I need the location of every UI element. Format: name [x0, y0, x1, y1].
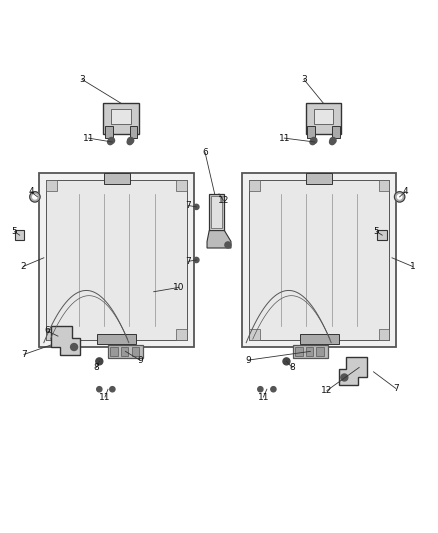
Text: 1: 1 — [410, 262, 416, 271]
Text: 11: 11 — [99, 393, 111, 401]
Text: 8: 8 — [289, 363, 295, 372]
Text: 7: 7 — [186, 201, 191, 210]
Text: 4: 4 — [403, 187, 408, 196]
FancyBboxPatch shape — [39, 173, 194, 347]
Bar — [300, 334, 339, 344]
Text: 10: 10 — [173, 283, 185, 292]
Text: 5: 5 — [11, 227, 18, 236]
Bar — [209, 193, 224, 231]
Circle shape — [397, 195, 402, 199]
Bar — [104, 173, 130, 184]
Bar — [46, 329, 57, 340]
Bar — [314, 109, 333, 124]
Text: 11: 11 — [83, 134, 94, 143]
Circle shape — [283, 358, 290, 365]
Text: 9: 9 — [246, 356, 251, 365]
Bar — [176, 180, 187, 191]
Text: 3: 3 — [79, 75, 85, 84]
Bar — [120, 347, 128, 356]
Bar — [110, 347, 117, 356]
Circle shape — [225, 242, 231, 248]
Circle shape — [194, 204, 199, 209]
Polygon shape — [339, 357, 367, 385]
Circle shape — [127, 140, 132, 144]
FancyBboxPatch shape — [249, 180, 389, 340]
Circle shape — [97, 386, 102, 392]
Circle shape — [110, 386, 115, 392]
Circle shape — [330, 138, 336, 143]
Bar — [378, 329, 389, 340]
Text: 5: 5 — [374, 227, 379, 236]
Text: 12: 12 — [218, 196, 229, 205]
Text: 11: 11 — [258, 393, 269, 401]
Bar — [293, 345, 328, 358]
Circle shape — [30, 192, 40, 202]
Circle shape — [310, 140, 315, 144]
Text: 11: 11 — [279, 134, 290, 143]
FancyBboxPatch shape — [332, 126, 340, 138]
FancyBboxPatch shape — [306, 103, 341, 134]
Bar — [108, 345, 143, 358]
FancyBboxPatch shape — [103, 103, 139, 134]
Circle shape — [311, 138, 317, 143]
Circle shape — [71, 344, 78, 351]
Bar — [15, 230, 25, 240]
Circle shape — [341, 374, 348, 381]
Text: 4: 4 — [28, 187, 34, 196]
Circle shape — [109, 138, 115, 143]
FancyBboxPatch shape — [307, 126, 315, 138]
Text: 2: 2 — [20, 262, 26, 271]
Bar — [111, 109, 131, 124]
Bar — [131, 347, 139, 356]
Bar — [378, 180, 389, 191]
FancyBboxPatch shape — [242, 173, 396, 347]
Circle shape — [96, 358, 103, 365]
Bar — [317, 347, 324, 356]
Text: 7: 7 — [186, 257, 191, 266]
Bar — [378, 230, 387, 240]
Circle shape — [33, 195, 37, 199]
Circle shape — [271, 386, 276, 392]
Bar — [306, 173, 332, 184]
Bar — [46, 180, 57, 191]
Bar — [97, 334, 136, 344]
Circle shape — [127, 138, 134, 143]
Text: 12: 12 — [321, 386, 332, 395]
Bar — [249, 180, 260, 191]
Text: 9: 9 — [137, 356, 143, 365]
Circle shape — [194, 257, 199, 263]
Bar — [212, 196, 222, 229]
Bar — [249, 329, 260, 340]
FancyBboxPatch shape — [46, 180, 187, 340]
Text: 3: 3 — [301, 75, 307, 84]
Text: 8: 8 — [93, 363, 99, 372]
FancyBboxPatch shape — [105, 126, 113, 138]
Polygon shape — [51, 326, 80, 355]
Circle shape — [108, 140, 113, 144]
Circle shape — [258, 386, 263, 392]
Text: 7: 7 — [393, 384, 399, 393]
Text: 7: 7 — [21, 350, 27, 359]
FancyBboxPatch shape — [130, 126, 138, 138]
Polygon shape — [207, 231, 231, 248]
Bar — [295, 347, 303, 356]
Text: 6: 6 — [44, 326, 50, 335]
Text: 6: 6 — [202, 148, 208, 157]
Bar — [306, 347, 314, 356]
Bar — [176, 329, 187, 340]
Circle shape — [329, 140, 335, 144]
Circle shape — [394, 192, 405, 202]
